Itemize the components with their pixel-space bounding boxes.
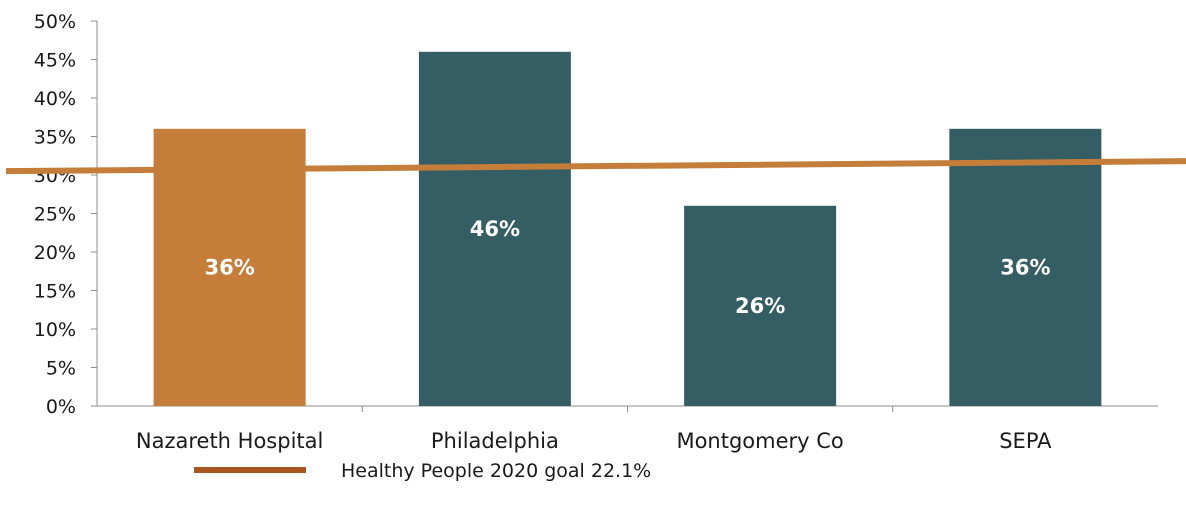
- bar: [684, 205, 837, 406]
- reference-line-layer: [5, 158, 1186, 175]
- y-tick-label: 5%: [46, 358, 76, 380]
- y-tick-label: 15%: [34, 281, 76, 303]
- y-tick-label: 20%: [34, 242, 76, 264]
- legend: Healthy People 2020 goal 22.1%: [194, 460, 651, 482]
- x-tick-label: Philadelphia: [431, 429, 559, 453]
- legend-label-reference-line: Healthy People 2020 goal 22.1%: [341, 460, 651, 482]
- bar-data-label: 46%: [470, 217, 520, 241]
- bar-data-label: 26%: [735, 294, 785, 318]
- bars: [153, 51, 1102, 407]
- bar: [418, 51, 571, 407]
- x-tick-label: Nazareth Hospital: [136, 429, 323, 453]
- x-tick-label: Montgomery Co: [676, 429, 843, 453]
- data-labels: 36% 46% 26% 36%: [204, 217, 1050, 318]
- bar-data-label: 36%: [1000, 255, 1050, 279]
- bar: [949, 128, 1102, 407]
- y-tick-label: 25%: [34, 204, 76, 226]
- x-tick-label: SEPA: [999, 429, 1052, 453]
- bar-data-label: 36%: [204, 255, 254, 279]
- y-tick-label: 10%: [34, 319, 76, 341]
- axes: 0%5%10%15%20%25%30%35%40%45%50%Nazareth …: [34, 11, 1158, 453]
- y-tick-label: 35%: [34, 127, 76, 149]
- reference-line: [5, 158, 1186, 175]
- y-tick-label: 0%: [46, 396, 76, 418]
- bar: [153, 128, 306, 407]
- y-tick-label: 40%: [34, 88, 76, 110]
- y-tick-label: 45%: [34, 50, 76, 72]
- y-tick-label: 50%: [34, 11, 76, 33]
